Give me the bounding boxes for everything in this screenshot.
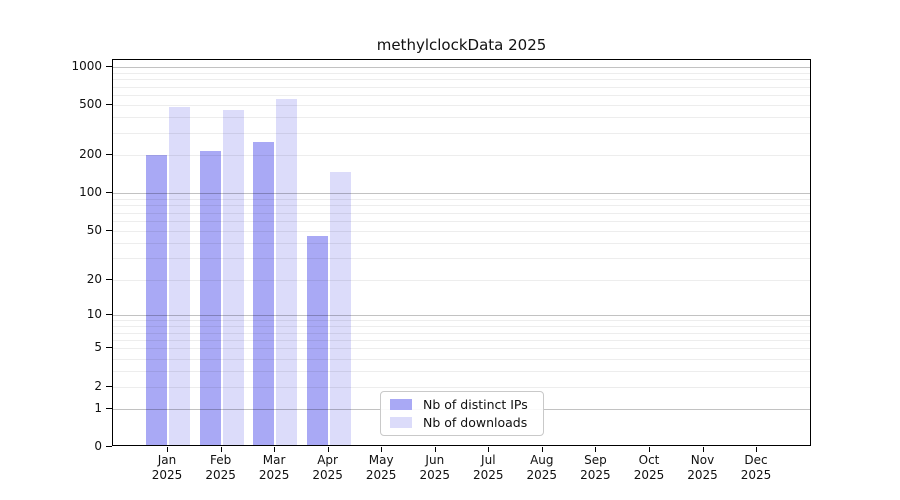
bars-layer (113, 60, 810, 445)
y-tick-mark (106, 278, 112, 280)
gridline (113, 320, 810, 322)
gridline (113, 220, 810, 222)
gridline (113, 193, 810, 195)
x-tick-mark (434, 447, 436, 452)
gridline (113, 358, 810, 360)
y-tick-label: 0 (94, 439, 102, 453)
gridline (113, 205, 810, 207)
y-tick-label: 10 (86, 307, 102, 322)
x-tick-label-dec: Dec 2025 (740, 453, 772, 482)
bar-distinct-ips-apr (306, 235, 328, 445)
x-tick-label-feb: Feb 2025 (205, 453, 236, 482)
bar-downloads-feb (222, 110, 244, 445)
gridline (113, 212, 810, 214)
x-tick-label-mar: Mar 2025 (258, 453, 290, 482)
gridline (113, 386, 810, 388)
x-tick-mark (541, 447, 543, 452)
x-tick-label-apr: Apr 2025 (312, 453, 343, 482)
y-tick-mark (106, 65, 112, 67)
gridline (113, 79, 810, 81)
x-tick-label-sep: Sep 2025 (580, 453, 611, 482)
x-tick-label-oct: Oct 2025 (633, 453, 665, 482)
gridline (113, 72, 810, 74)
y-tick-mark (106, 229, 112, 231)
legend-swatch-downloads (390, 416, 412, 428)
gridline (113, 86, 810, 88)
plot-area (112, 59, 811, 446)
gridline (113, 242, 810, 244)
y-tick-mark (106, 154, 112, 156)
bar-downloads-apr (329, 172, 351, 445)
x-tick-mark (756, 447, 757, 452)
gridline (113, 66, 810, 68)
x-tick-mark (220, 447, 222, 452)
x-tick-label-aug: Aug 2025 (526, 453, 558, 482)
x-tick-label-nov: Nov 2025 (687, 453, 718, 482)
y-tick-mark (106, 446, 112, 447)
y-tick-mark (106, 407, 112, 409)
gridline (113, 105, 810, 106)
legend-item-distinct-ips: Nb of distinct IPs (390, 397, 534, 412)
legend-item-downloads: Nb of downloads (390, 415, 534, 430)
x-tick-mark (381, 447, 383, 452)
x-tick-mark (327, 447, 329, 452)
y-tick-mark (106, 385, 112, 387)
y-tick-label: 20 (86, 271, 102, 286)
gridline (113, 326, 810, 328)
gridline (113, 279, 810, 281)
y-tick-mark (106, 347, 112, 349)
legend-label-downloads: Nb of downloads (423, 414, 528, 430)
bar-distinct-ips-mar (253, 142, 275, 445)
gridline (113, 198, 810, 200)
x-tick-label-jan: Jan 2025 (151, 453, 183, 482)
bar-distinct-ips-jan (146, 154, 167, 445)
gridline (113, 117, 810, 119)
legend: Nb of distinct IPs Nb of downloads (380, 391, 544, 436)
bar-downloads-mar (276, 98, 298, 445)
y-tick-mark (106, 314, 112, 316)
x-tick-mark (702, 447, 704, 452)
y-tick-label: 2 (94, 378, 102, 393)
y-tick-label: 1 (94, 400, 102, 415)
bar-distinct-ips-feb (199, 150, 221, 445)
x-tick-mark (274, 447, 276, 452)
y-tick-label: 100 (79, 185, 102, 200)
gridline (113, 133, 810, 134)
gridline (113, 258, 810, 260)
gridline (113, 340, 810, 341)
x-tick-label-jul: Jul 2025 (473, 453, 504, 482)
y-tick-label: 50 (86, 222, 102, 237)
gridline (113, 95, 810, 96)
x-tick-mark (167, 447, 168, 452)
x-tick-label-jun: Jun 2025 (419, 453, 451, 482)
x-tick-mark (649, 447, 650, 452)
gridline (113, 230, 810, 232)
legend-label-distinct-ips: Nb of distinct IPs (423, 397, 528, 413)
grid-layer (113, 60, 810, 445)
y-tick-label: 500 (79, 97, 102, 111)
y-tick-mark (106, 192, 112, 194)
legend-swatch-distinct-ips (390, 399, 412, 411)
y-tick-label: 5 (94, 340, 102, 355)
gridline (113, 332, 810, 334)
chart-title: methylclockData 2025 (376, 36, 547, 54)
x-tick-label-may: May 2025 (365, 453, 397, 482)
bar-downloads-jan (169, 107, 190, 445)
gridline (113, 315, 810, 317)
gridline (113, 155, 810, 157)
gridline (113, 348, 810, 350)
x-tick-mark (595, 447, 597, 452)
y-tick-label: 200 (79, 147, 102, 162)
y-tick-mark (106, 104, 112, 105)
gridline (113, 370, 810, 372)
x-tick-mark (488, 447, 490, 452)
y-tick-label: 1000 (71, 58, 102, 73)
